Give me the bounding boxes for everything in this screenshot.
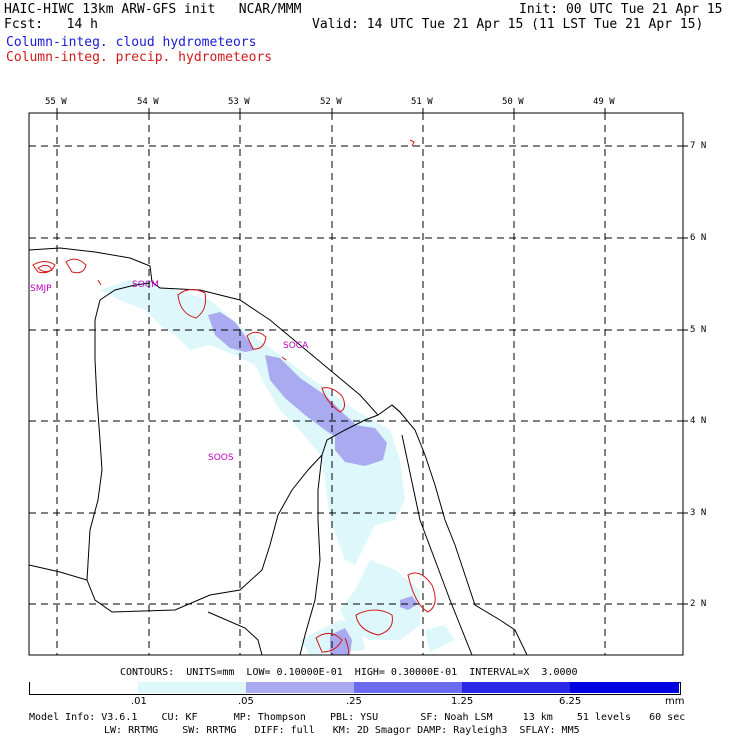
station-label: SMJP bbox=[30, 284, 52, 294]
colorbar-bin bbox=[138, 682, 246, 693]
lon-label: 50 W bbox=[502, 97, 524, 107]
colorbar-label: .01 bbox=[131, 696, 147, 707]
station-label: SOOS bbox=[208, 453, 234, 463]
colorbar-label: .25 bbox=[346, 696, 362, 707]
lat-label: 3 N bbox=[690, 508, 707, 518]
legend-cloud-hydrometeors: Column-integ. cloud hydrometeors bbox=[6, 35, 257, 50]
coastline bbox=[28, 247, 528, 656]
lon-label: 51 W bbox=[411, 97, 433, 107]
map-frame bbox=[28, 112, 684, 656]
model-info-line1: Model Info: V3.6.1 CU: KF MP: Thompson P… bbox=[29, 712, 686, 723]
colorbar-bin bbox=[570, 682, 679, 693]
station-label: SOCM bbox=[132, 280, 159, 290]
lon-label: 54 W bbox=[137, 97, 159, 107]
model-info-line2: LW: RRTMG SW: RRTMG DIFF: full KM: 2D Sm… bbox=[104, 725, 580, 736]
init-time: Init: 00 UTC Tue 21 Apr 15 bbox=[519, 2, 723, 17]
colorbar-bin bbox=[354, 682, 462, 693]
valid-time: Valid: 14 UTC Tue 21 Apr 15 (11 LST Tue … bbox=[312, 17, 704, 32]
colorbar-label: 1.25 bbox=[451, 696, 474, 707]
lon-label: 52 W bbox=[320, 97, 342, 107]
graticule bbox=[29, 113, 683, 655]
lat-label: 7 N bbox=[690, 141, 707, 151]
lon-label: 55 W bbox=[45, 97, 67, 107]
contours-info: CONTOURS: UNITS=mm LOW= 0.10000E-01 HIGH… bbox=[120, 667, 578, 678]
map-title: HAIC-HIWC 13km ARW-GFS init NCAR/MMM bbox=[4, 2, 302, 17]
precip-contours bbox=[32, 139, 436, 656]
lon-label: 53 W bbox=[228, 97, 250, 107]
lat-label: 5 N bbox=[690, 325, 707, 335]
colorbar-units: mm bbox=[665, 696, 685, 707]
lat-ticks bbox=[683, 145, 688, 605]
colorbar-bin bbox=[30, 682, 138, 693]
lat-label: 6 N bbox=[690, 233, 707, 243]
forecast-hour: Fcst: 14 h bbox=[4, 17, 98, 32]
legend-precip-hydrometeors: Column-integ. precip. hydrometeors bbox=[6, 50, 273, 65]
cloud-hydrometeor-field bbox=[100, 280, 455, 655]
lon-ticks bbox=[56, 108, 606, 113]
lon-label: 49 W bbox=[593, 97, 615, 107]
lat-label: 2 N bbox=[690, 599, 707, 609]
lat-label: 4 N bbox=[690, 416, 707, 426]
colorbar-label: 6.25 bbox=[559, 696, 582, 707]
colorbar-bin bbox=[246, 682, 354, 693]
station-label: SOCA bbox=[283, 341, 309, 351]
colorbar-label: .05 bbox=[238, 696, 254, 707]
colorbar-bin bbox=[462, 682, 570, 693]
